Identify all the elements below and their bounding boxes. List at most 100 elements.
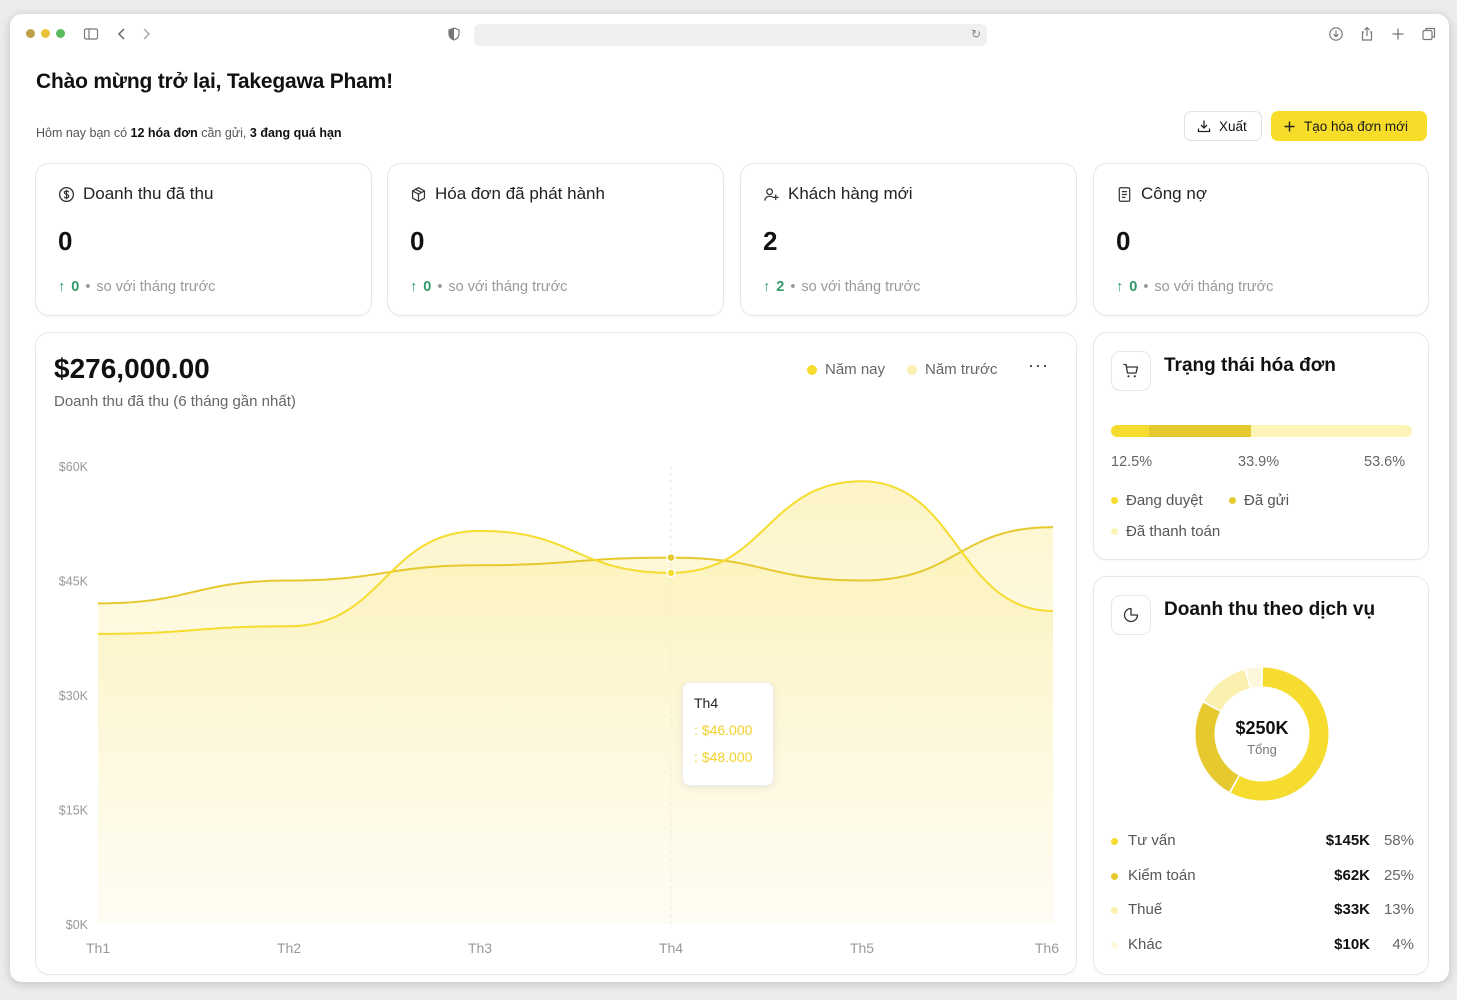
stat-value: 0 <box>1116 226 1131 256</box>
overdue-count: 3 đang quá hạn <box>249 126 342 140</box>
stat-delta: ↑ 0 • so với tháng trước <box>1116 279 1273 295</box>
pct-paid: 53.6% <box>1364 454 1406 470</box>
service-donut-chart[interactable] <box>1094 577 1430 837</box>
stat-title-label: Doanh thu đã thu <box>83 184 214 203</box>
new-tab-icon[interactable] <box>1390 26 1406 42</box>
bullet: • <box>85 279 91 295</box>
export-button[interactable]: Xuất <box>1184 111 1262 141</box>
x-tick-label: Th6 <box>1035 940 1059 956</box>
arrow-up-icon: ↑ <box>1116 279 1124 295</box>
invoice-status-progress <box>1111 425 1412 437</box>
area-this-year <box>98 481 1053 924</box>
bullet: • <box>1143 279 1149 295</box>
point-this-year <box>666 568 676 578</box>
stat-card-invoices: Hóa đơn đã phát hành 0 ↑ 0 • so với thán… <box>387 163 724 316</box>
minimize-window-button[interactable] <box>41 29 50 38</box>
subtitle-prefix: Hôm nay bạn có <box>36 126 131 140</box>
service-row: Tư vấn $145K 58% <box>1111 832 1414 852</box>
legend-this-year[interactable]: Năm nay <box>807 361 885 378</box>
pie-chart-icon <box>1111 595 1151 635</box>
service-percent: 4% <box>1392 936 1414 953</box>
legend-label: Đang duyệt <box>1126 492 1203 509</box>
sidebar-toggle-icon[interactable] <box>83 26 99 42</box>
forward-icon[interactable] <box>138 26 154 42</box>
export-label: Xuất <box>1219 118 1247 134</box>
package-icon <box>411 186 426 202</box>
invoice-status-title: Trạng thái hóa đơn <box>1164 355 1336 376</box>
shield-icon <box>446 26 462 42</box>
revenue-chart[interactable]: $0K $15K $30K $45K $60K Th1 Th2 Th3 Th4 Th5 Th6 <box>36 333 1078 976</box>
service-amount: $33K <box>1334 901 1370 918</box>
stat-value: 0 <box>58 226 73 256</box>
stat-title-label: Công nợ <box>1141 184 1207 203</box>
service-amount: $145K <box>1325 832 1370 849</box>
create-invoice-label: Tạo hóa đơn mới <box>1304 118 1409 134</box>
legend-reviewing: Đang duyệt <box>1111 492 1203 509</box>
stat-value: 0 <box>410 226 425 256</box>
delta-caption: so với tháng trước <box>448 279 568 295</box>
delta-caption: so với tháng trước <box>1154 279 1274 295</box>
delta-caption: so với tháng trước <box>801 279 921 295</box>
pct-sent: 33.9% <box>1238 454 1280 470</box>
progress-segment-sent <box>1148 425 1251 437</box>
legend-last-year[interactable]: Năm trước <box>907 361 997 378</box>
tooltip-title: Th4 <box>694 695 719 711</box>
point-last-year <box>666 552 676 563</box>
legend-sent: Đã gửi <box>1229 492 1289 509</box>
download-icon <box>1197 120 1211 133</box>
legend-label: Năm nay <box>825 361 886 378</box>
legend-dot <box>1111 873 1118 880</box>
address-bar[interactable]: ↻ <box>474 24 987 46</box>
stat-card-new-customers: Khách hàng mới 2 ↑ 2 • so với tháng trướ… <box>740 163 1077 316</box>
y-tick-label: $30K <box>59 689 89 703</box>
share-icon[interactable] <box>1359 26 1375 42</box>
dollar-circle-icon <box>58 186 75 202</box>
legend-dot <box>807 364 817 375</box>
cart-icon <box>1111 351 1151 391</box>
donut-total-label: Tổng <box>1247 742 1277 757</box>
maximize-window-button[interactable] <box>56 29 65 38</box>
donut-slice[interactable] <box>1195 702 1239 792</box>
line-this-year <box>97 480 1054 635</box>
x-tick-label: Th3 <box>468 940 492 956</box>
page-subtitle: Hôm nay bạn có 12 hóa đơn cần gửi, 3 đan… <box>36 126 342 140</box>
legend-dot <box>1111 838 1118 845</box>
y-tick-label: $60K <box>59 460 89 474</box>
stat-delta: ↑ 2 • so với tháng trước <box>763 279 920 295</box>
donut-slice[interactable] <box>1204 669 1250 711</box>
service-amount: $10K <box>1334 936 1370 953</box>
stat-title-label: Khách hàng mới <box>788 184 913 203</box>
pct-reviewing: 12.5% <box>1111 454 1153 470</box>
delta-value: 2 <box>776 279 785 295</box>
more-options-icon[interactable]: ··· <box>1028 355 1049 375</box>
create-invoice-button[interactable]: Tạo hóa đơn mới <box>1271 111 1427 141</box>
revenue-subtitle: Doanh thu đã thu (6 tháng gần nhất) <box>54 393 296 410</box>
reload-icon[interactable]: ↻ <box>970 27 981 41</box>
donut-slice[interactable] <box>1246 667 1262 688</box>
donut-slice[interactable] <box>1230 667 1329 801</box>
back-icon[interactable] <box>114 26 130 42</box>
browser-window: ↻ Chào mừng trở lại, Takegawa Pham! Hôm … <box>10 14 1449 982</box>
stat-card-receivables: Công nợ 0 ↑ 0 • so với tháng trước <box>1093 163 1429 316</box>
download-icon[interactable] <box>1328 26 1344 42</box>
y-tick-label: $0K <box>66 918 89 932</box>
stat-card-revenue: Doanh thu đã thu 0 ↑ 0 • so với tháng tr… <box>35 163 372 316</box>
delta-value: 0 <box>1129 279 1138 295</box>
progress-segment-paid <box>1250 425 1412 437</box>
legend-label: Đã gửi <box>1244 492 1290 509</box>
bullet: • <box>790 279 796 295</box>
legend-paid: Đã thanh toán <box>1111 523 1220 540</box>
browser-toolbar: ↻ <box>10 14 1449 54</box>
y-tick-label: $15K <box>59 804 89 818</box>
legend-label: Đã thanh toán <box>1126 523 1221 540</box>
delta-value: 0 <box>423 279 432 295</box>
tab-overview-icon[interactable] <box>1421 26 1437 42</box>
revenue-total: $276,000.00 <box>54 353 210 384</box>
service-percent: 25% <box>1383 867 1414 884</box>
stat-title-label: Hóa đơn đã phát hành <box>435 184 605 203</box>
close-window-button[interactable] <box>26 29 35 38</box>
service-amount: $62K <box>1334 867 1370 884</box>
stat-card-title: Khách hàng mới <box>763 184 913 204</box>
revenue-chart-card: $0K $15K $30K $45K $60K Th1 Th2 Th3 Th4 Th5 Th6 $2… <box>35 332 1077 975</box>
tooltip-value-this-year: : $46.000 <box>694 722 753 738</box>
